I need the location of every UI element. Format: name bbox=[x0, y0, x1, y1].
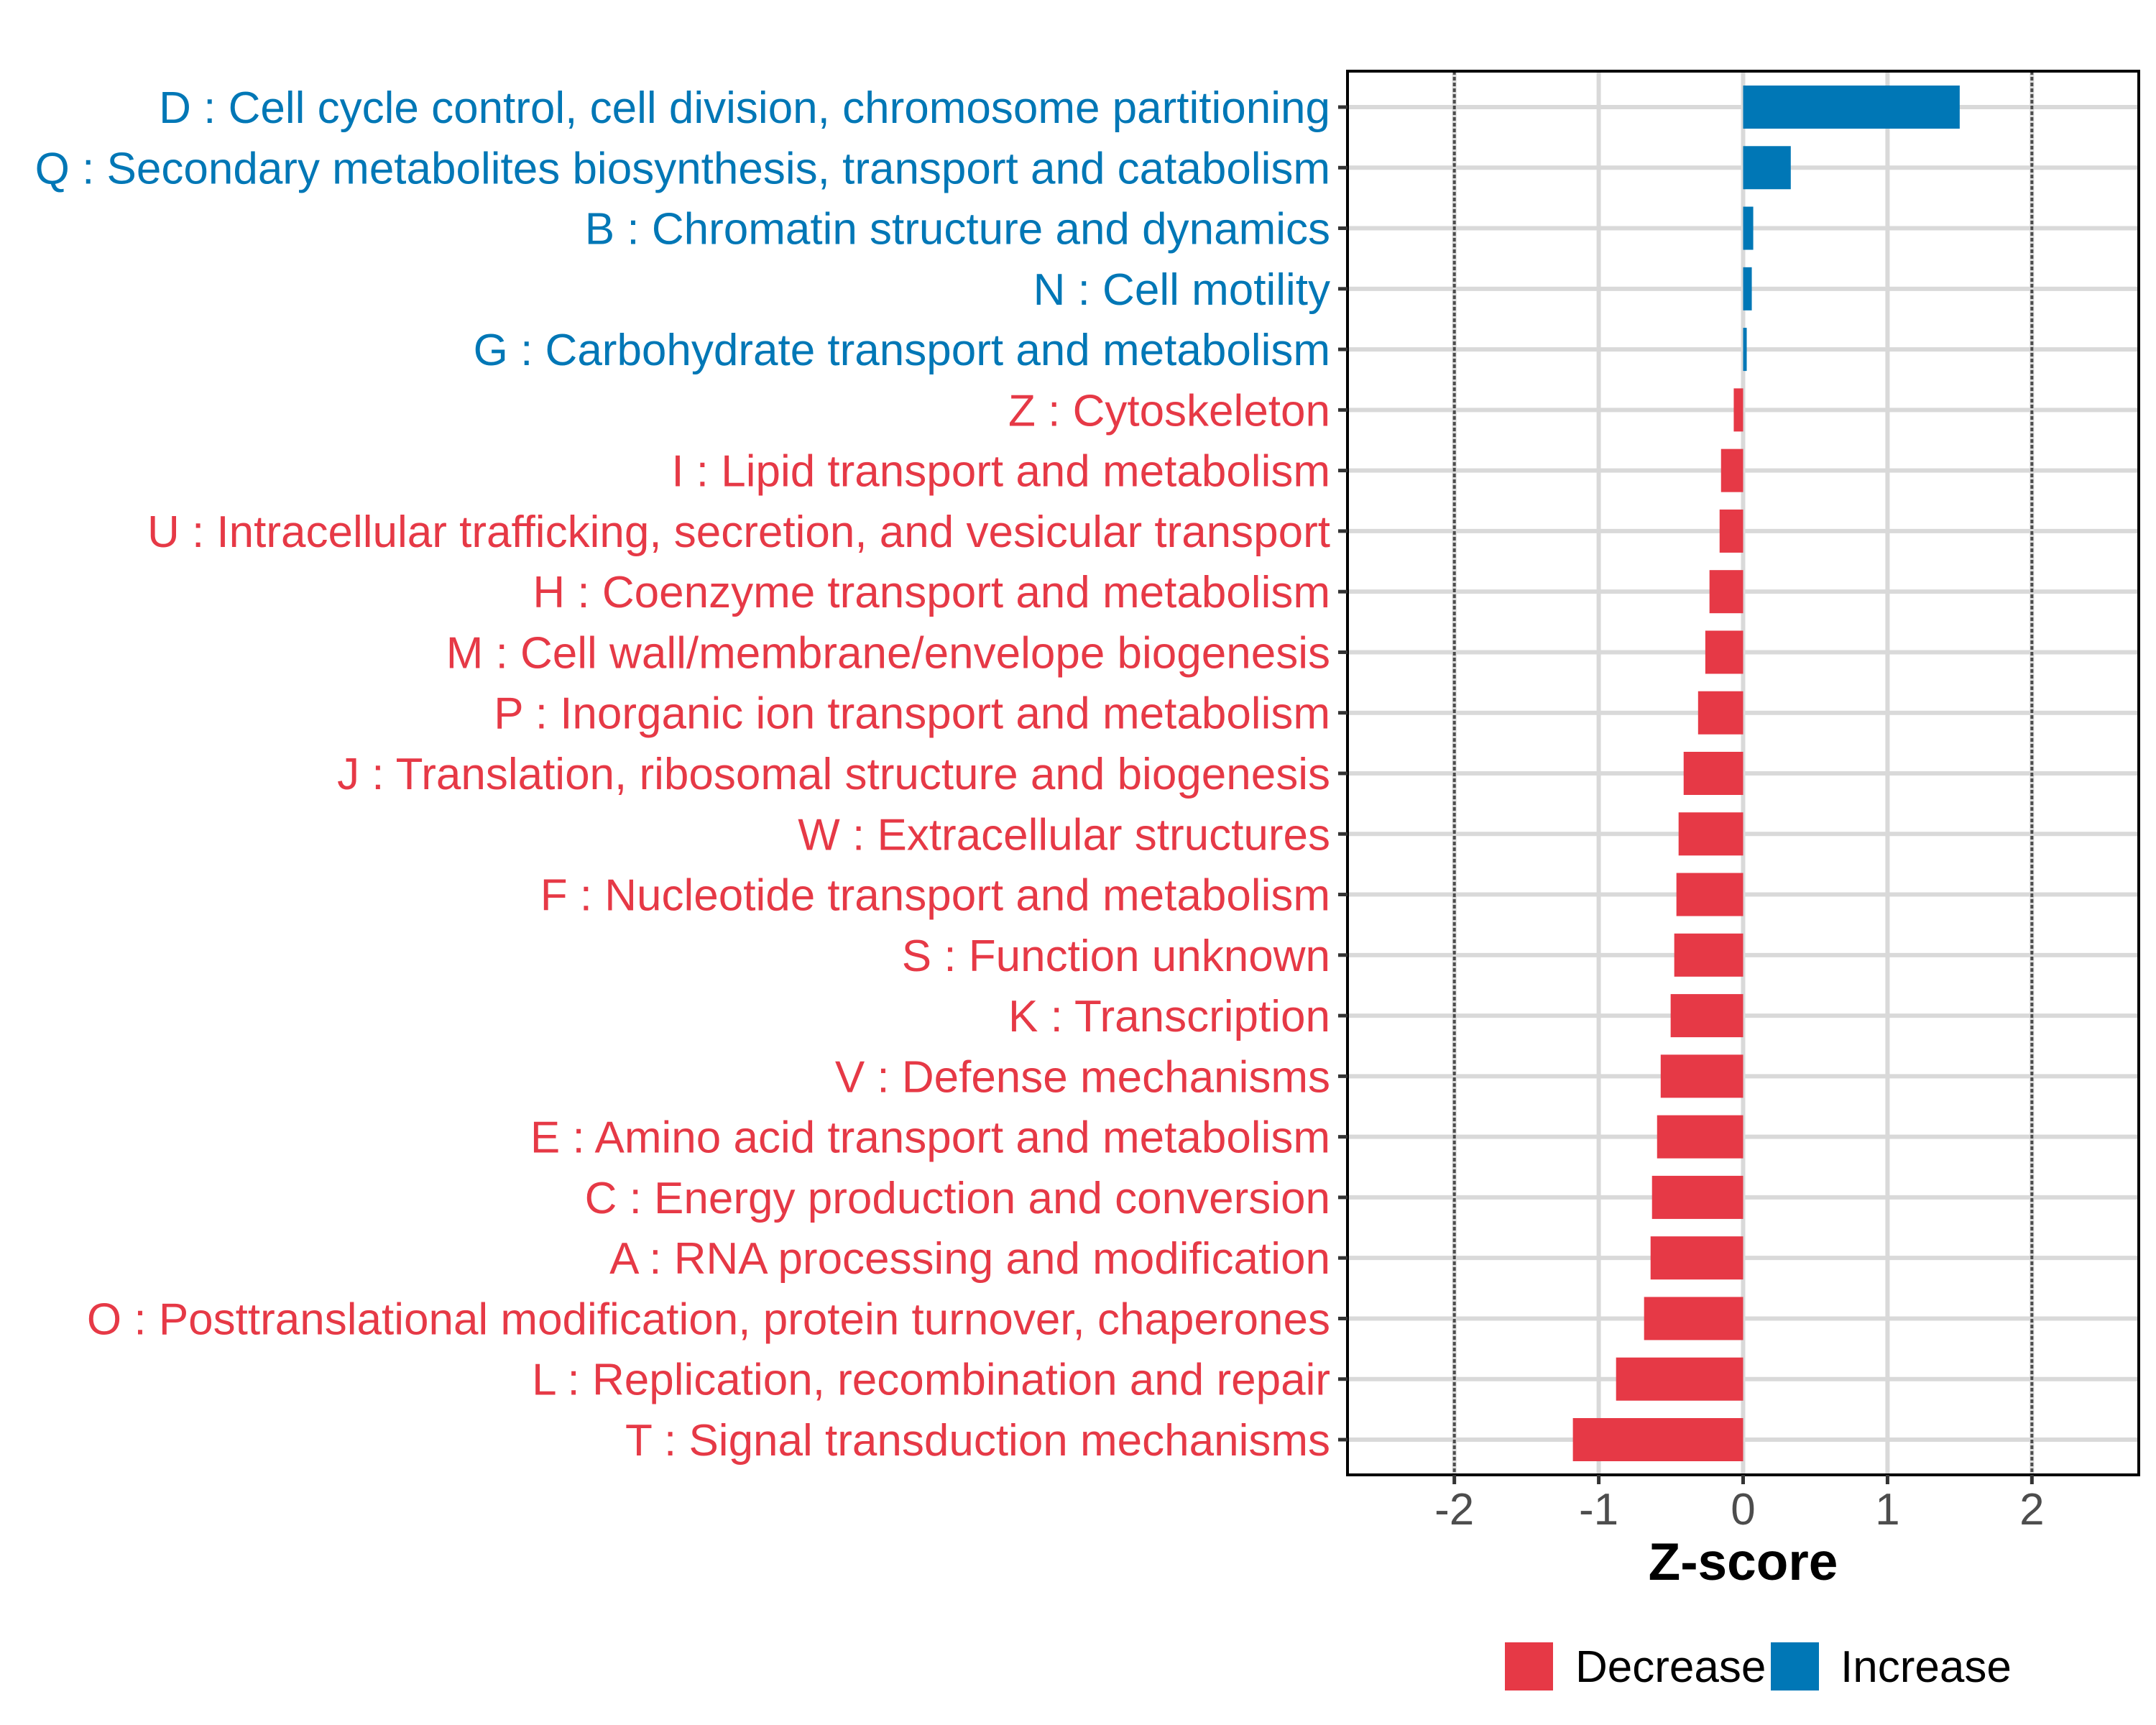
x-tick-label: 2 bbox=[2019, 1485, 2044, 1535]
x-axis-tick-labels: -2 -1 0 1 2 bbox=[1434, 1485, 2044, 1535]
reference-lines bbox=[1452, 71, 2035, 1475]
category-label: T : Signal transduction mechanisms bbox=[625, 1416, 1330, 1466]
bar bbox=[1674, 933, 1743, 977]
category-label: F : Nucleotide transport and metabolism bbox=[540, 871, 1330, 921]
x-axis-title: Z-score bbox=[1649, 1533, 1838, 1591]
category-label: K : Transcription bbox=[1008, 992, 1330, 1041]
bar bbox=[1697, 691, 1743, 735]
x-tick-label: -1 bbox=[1579, 1485, 1618, 1535]
category-label: W : Extracellular structures bbox=[798, 810, 1330, 860]
bar bbox=[1733, 388, 1743, 432]
bar bbox=[1644, 1297, 1743, 1340]
category-label: I : Lipid transport and metabolism bbox=[671, 447, 1330, 497]
bar bbox=[1705, 630, 1743, 674]
x-tick-label: 0 bbox=[1731, 1485, 1755, 1535]
category-label: N : Cell motility bbox=[1033, 265, 1330, 315]
bar bbox=[1678, 812, 1743, 856]
bar bbox=[1616, 1357, 1743, 1401]
bars bbox=[1572, 86, 1960, 1461]
bar bbox=[1657, 1115, 1743, 1159]
bar bbox=[1720, 448, 1743, 492]
category-label: V : Defense mechanisms bbox=[835, 1052, 1330, 1102]
y-axis-ticks bbox=[1338, 105, 1348, 1442]
x-tick-label: 1 bbox=[1875, 1485, 1899, 1535]
category-label: B : Chromatin structure and dynamics bbox=[585, 205, 1330, 254]
bar bbox=[1743, 86, 1960, 129]
x-tick-label: -2 bbox=[1434, 1485, 1474, 1535]
legend-swatch-decrease bbox=[1505, 1642, 1553, 1690]
legend-label-decrease: Decrease bbox=[1575, 1642, 1766, 1692]
category-label: L : Replication, recombination and repai… bbox=[532, 1356, 1330, 1405]
bar bbox=[1683, 752, 1743, 795]
legend-swatch-increase bbox=[1771, 1642, 1819, 1690]
category-label: S : Function unknown bbox=[902, 932, 1330, 981]
bar bbox=[1676, 873, 1743, 916]
category-label: U : Intracellular trafficking, secretion… bbox=[147, 507, 1330, 557]
bar bbox=[1670, 994, 1743, 1038]
bar bbox=[1743, 328, 1747, 372]
category-label: E : Amino acid transport and metabolism bbox=[530, 1113, 1330, 1163]
bar bbox=[1572, 1418, 1743, 1461]
bar bbox=[1719, 509, 1743, 553]
category-label: J : Translation, ribosomal structure and… bbox=[337, 750, 1330, 799]
category-label: Q : Secondary metabolites biosynthesis, … bbox=[35, 144, 1330, 193]
category-label: Z : Cytoskeleton bbox=[1008, 386, 1330, 436]
category-label: H : Coenzyme transport and metabolism bbox=[533, 568, 1330, 617]
category-label: M : Cell wall/membrane/envelope biogenes… bbox=[446, 628, 1330, 678]
bar bbox=[1651, 1175, 1743, 1219]
category-label: A : RNA processing and modification bbox=[609, 1234, 1330, 1284]
bar bbox=[1660, 1054, 1743, 1098]
x-axis-ticks bbox=[1452, 1475, 2034, 1484]
bar bbox=[1743, 267, 1752, 310]
bar bbox=[1650, 1236, 1743, 1280]
bar bbox=[1743, 146, 1791, 190]
category-label: O : Posttranslational modification, prot… bbox=[87, 1294, 1330, 1344]
y-axis-labels: D : Cell cycle control, cell division, c… bbox=[35, 83, 1330, 1466]
bar bbox=[1709, 570, 1743, 614]
legend: Decrease Increase bbox=[1505, 1642, 2012, 1692]
category-label: G : Carbohydrate transport and metabolis… bbox=[474, 326, 1330, 375]
category-label: C : Energy production and conversion bbox=[585, 1174, 1330, 1223]
legend-label-increase: Increase bbox=[1841, 1642, 2012, 1692]
bar bbox=[1743, 206, 1754, 250]
category-label: D : Cell cycle control, cell division, c… bbox=[159, 83, 1330, 133]
category-label: P : Inorganic ion transport and metaboli… bbox=[494, 689, 1330, 739]
